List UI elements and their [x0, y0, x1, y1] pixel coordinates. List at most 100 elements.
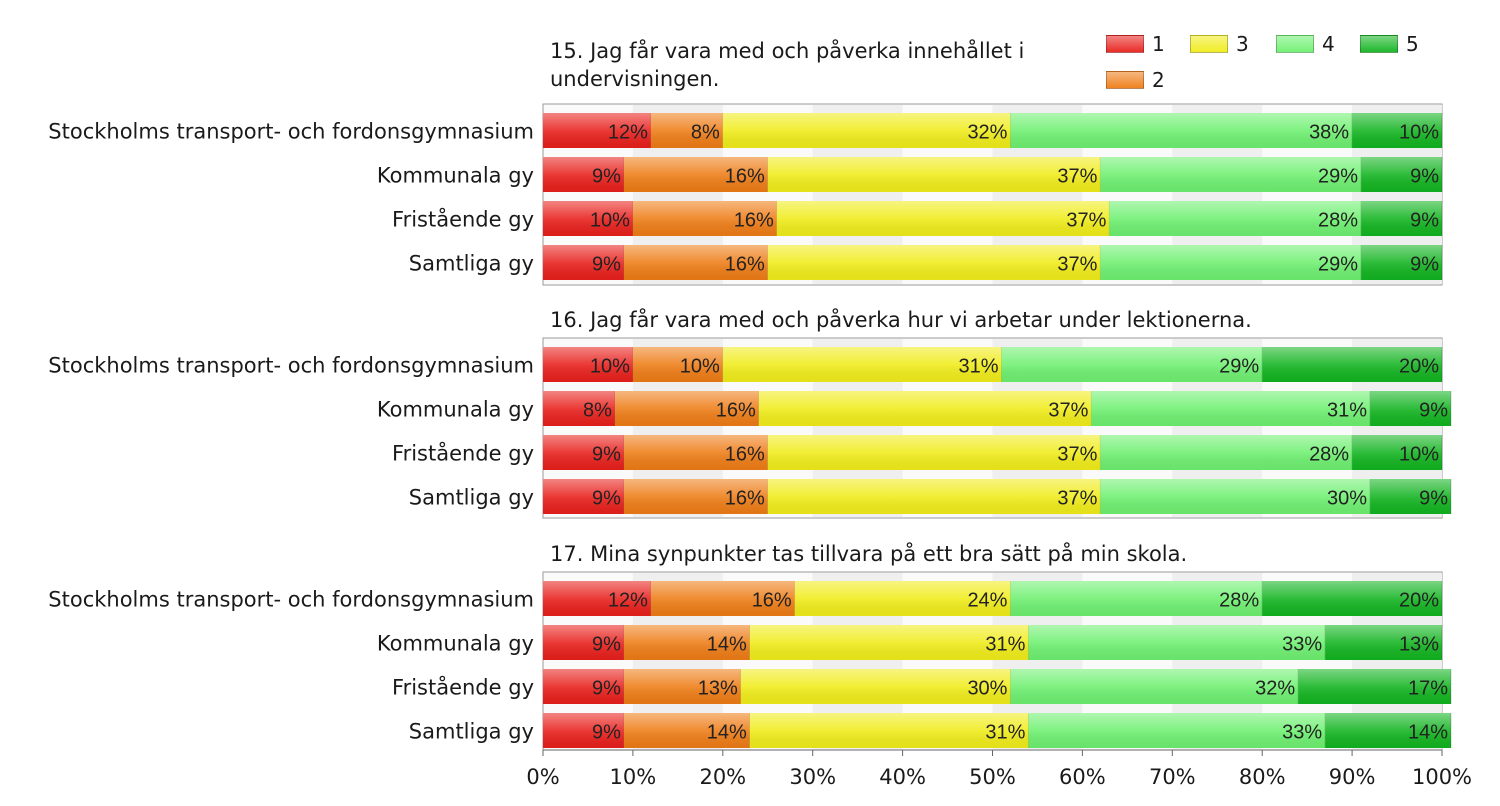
data-label: 9%	[1410, 166, 1439, 188]
bar-gloss	[1361, 245, 1442, 280]
bar-gloss	[1100, 157, 1362, 192]
bar-gloss	[1001, 347, 1263, 382]
bar-gloss	[623, 245, 768, 280]
bar-gloss	[1010, 113, 1353, 148]
data-label: 16%	[725, 166, 765, 188]
x-tick-label: 20%	[699, 765, 746, 789]
data-label: 9%	[592, 634, 621, 656]
legend-item-3: 3	[1190, 32, 1249, 56]
data-label: 16%	[725, 254, 765, 276]
data-label: 9%	[592, 444, 621, 466]
data-label: 8%	[583, 400, 612, 422]
panel-title: 17. Mina synpunkter tas tillvara på ett …	[550, 541, 1187, 566]
bar-gloss	[1325, 713, 1451, 748]
bar-gloss	[1028, 713, 1326, 748]
data-label: 9%	[592, 722, 621, 744]
bar-gloss	[543, 347, 633, 382]
legend-item-4: 4	[1276, 32, 1335, 56]
data-label: 13%	[1399, 634, 1439, 656]
category-label: Fristående gy	[392, 441, 534, 466]
bar-gloss	[1370, 479, 1451, 514]
bar-gloss	[794, 581, 1011, 616]
data-label: 14%	[707, 722, 747, 744]
x-tick-label: 100%	[1412, 765, 1472, 789]
legend-label: 4	[1322, 32, 1335, 56]
bar-gloss	[1010, 669, 1299, 704]
x-tick-label: 10%	[610, 765, 657, 789]
category-label: Samtliga gy	[409, 720, 534, 744]
data-label: 31%	[958, 356, 998, 378]
bar-gloss	[767, 157, 1101, 192]
data-label: 20%	[1399, 356, 1439, 378]
bar-gloss	[543, 581, 651, 616]
data-label: 16%	[752, 590, 792, 612]
legend-swatch	[1190, 35, 1228, 53]
data-label: 9%	[592, 488, 621, 510]
bar-gloss	[767, 245, 1101, 280]
bar-gloss	[1109, 201, 1362, 236]
data-label: 9%	[1419, 488, 1448, 510]
bar-gloss	[1352, 435, 1442, 470]
bar-gloss	[614, 391, 759, 426]
x-tick-label: 90%	[1329, 765, 1376, 789]
legend-label: 1	[1152, 32, 1165, 56]
bar-gloss	[1100, 245, 1362, 280]
data-label: 33%	[1282, 722, 1322, 744]
category-label: Fristående gy	[392, 675, 534, 700]
data-label: 10%	[590, 210, 630, 232]
data-label: 32%	[967, 122, 1007, 144]
data-label: 10%	[1399, 122, 1439, 144]
data-label: 14%	[1408, 722, 1448, 744]
bar-gloss	[543, 391, 615, 426]
panel-title: undervisningen.	[550, 67, 719, 91]
bar-gloss	[722, 113, 1011, 148]
chart-panel-16: 16. Jag får vara med och påverka hur vi …	[48, 307, 1452, 519]
data-label: 31%	[985, 722, 1025, 744]
bar-gloss	[1100, 479, 1371, 514]
bar-gloss	[1100, 435, 1353, 470]
bar-gloss	[632, 201, 777, 236]
data-label: 28%	[1318, 210, 1358, 232]
bar-gloss	[623, 435, 768, 470]
data-label: 29%	[1318, 166, 1358, 188]
legend-label: 3	[1236, 32, 1249, 56]
data-label: 29%	[1318, 254, 1358, 276]
bar-gloss	[740, 669, 1011, 704]
data-label: 20%	[1399, 590, 1439, 612]
bar-gloss	[623, 479, 768, 514]
bar-gloss	[1010, 581, 1263, 616]
data-label: 31%	[1327, 400, 1367, 422]
data-label: 9%	[592, 254, 621, 276]
data-label: 29%	[1219, 356, 1259, 378]
bar-gloss	[1370, 391, 1451, 426]
legend-swatch	[1360, 35, 1398, 53]
legend: 1 2 3 4 5	[1106, 32, 1446, 96]
category-label: Samtliga gy	[409, 252, 534, 276]
bar-gloss	[758, 391, 1092, 426]
bar-gloss	[749, 625, 1029, 660]
bar-gloss	[749, 713, 1029, 748]
bar-gloss	[543, 625, 624, 660]
data-label: 13%	[698, 678, 738, 700]
data-label: 28%	[1309, 444, 1349, 466]
bar-gloss	[650, 581, 795, 616]
data-label: 17%	[1408, 678, 1448, 700]
bar-gloss	[1028, 625, 1326, 660]
bar-gloss	[1361, 157, 1442, 192]
bar-gloss	[1325, 625, 1442, 660]
data-label: 9%	[592, 166, 621, 188]
data-label: 33%	[1282, 634, 1322, 656]
data-label: 12%	[608, 122, 648, 144]
x-tick-label: 0%	[526, 765, 559, 789]
category-label: Kommunala gy	[377, 164, 534, 188]
data-label: 32%	[1255, 678, 1295, 700]
bar-gloss	[543, 479, 624, 514]
bar-gloss	[543, 245, 624, 280]
bar-gloss	[1262, 347, 1442, 382]
data-label: 37%	[1066, 210, 1106, 232]
category-label: Kommunala gy	[377, 632, 534, 656]
data-label: 28%	[1219, 590, 1259, 612]
data-label: 16%	[734, 210, 774, 232]
category-label: Stockholms transport- och fordonsgymnasi…	[48, 120, 534, 144]
